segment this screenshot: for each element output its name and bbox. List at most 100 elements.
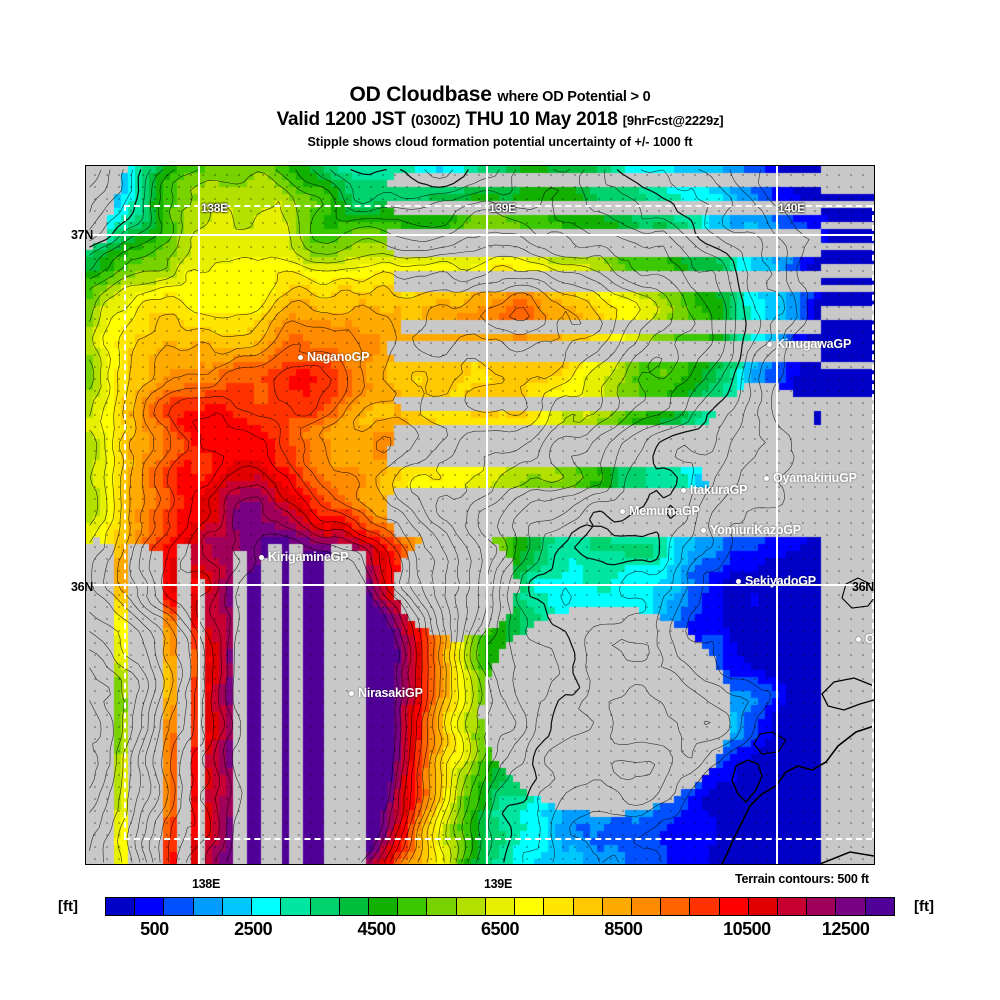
- station-label: NirasakiGP: [358, 686, 423, 700]
- colorbar-cell-6: [281, 898, 311, 915]
- colorbar-cell-22: [748, 898, 779, 915]
- uncertainty-stipple-layer: [86, 166, 874, 864]
- station-label: KinugawaGP: [776, 337, 852, 351]
- colorbar-cell-4: [222, 898, 253, 915]
- station-dot-icon: [620, 508, 625, 514]
- station-marker-OyamakiriuGP[interactable]: OyamakiriuGP: [764, 471, 857, 485]
- axis-label-bottom-138E-3: 138E: [192, 877, 220, 891]
- colorbar-cell-9: [368, 898, 399, 915]
- coastline-layer: [721, 577, 874, 864]
- colorbar-cell-10: [398, 898, 428, 915]
- valid-utc: (0300Z): [410, 113, 461, 129]
- colorbar-cell-23: [778, 898, 808, 915]
- graticule-parallel-1: [86, 584, 874, 586]
- station-dot-icon: [259, 554, 264, 560]
- station-marker-MemumaGP[interactable]: MemumaGP: [620, 504, 700, 518]
- valid-date: THU 10 May 2018: [465, 109, 618, 130]
- colorbar-cell-18: [631, 898, 662, 915]
- axis-label-left-36N-1: 36N: [71, 580, 94, 594]
- station-label: NaganoGP: [307, 350, 370, 364]
- colorbar-cell-15: [544, 898, 574, 915]
- station-marker-Ohtone[interactable]: Ohtone: [856, 632, 875, 646]
- graticule-layer: 138E 139E 140E: [86, 166, 874, 864]
- graticule-dash-top: [124, 205, 872, 207]
- colorbar-cell-14: [515, 898, 545, 915]
- title-block: OD Cloudbase where OD Potential > 0 Vali…: [0, 84, 1000, 150]
- graticule-dash-right: [872, 205, 874, 838]
- station-label: SekiyadoGP: [745, 574, 816, 588]
- station-dot-icon: [349, 690, 354, 696]
- axis-label-right-36N-2: 36N: [852, 580, 875, 594]
- valid-time: Valid 1200 JST: [276, 109, 406, 130]
- station-label: OyamakiriuGP: [773, 471, 857, 485]
- colorbar-cell-12: [456, 898, 486, 915]
- axis-label-left-37N-0: 37N: [71, 228, 94, 242]
- station-marker-ItakuraGP[interactable]: ItakuraGP: [681, 483, 747, 497]
- colorbar-cell-13: [485, 898, 516, 915]
- station-marker-KirigamineGP[interactable]: KirigamineGP: [259, 550, 348, 564]
- colorbar-cell-8: [339, 898, 369, 915]
- colorbar-scale[interactable]: [105, 897, 895, 916]
- station-dot-icon: [764, 475, 769, 481]
- graticule-dash-bottom: [124, 838, 872, 840]
- colorbar-tick-2500: 2500: [234, 919, 273, 939]
- title-main: OD Cloudbase: [349, 83, 492, 106]
- colorbar-unit-left: [ft]: [58, 898, 78, 915]
- graticule-meridian-0: [198, 166, 200, 864]
- station-label: FujigataGP: [388, 864, 452, 865]
- colorbar-cell-24: [807, 898, 837, 915]
- graticule-label-140E: 140E: [778, 201, 805, 215]
- colorbar-cell-20: [690, 898, 720, 915]
- title-main-suffix: where OD Potential > 0: [497, 89, 651, 105]
- colorbar-cell-7: [310, 898, 340, 915]
- station-label: Ohtone: [865, 632, 875, 646]
- station-marker-NaganoGP[interactable]: NaganoGP: [298, 350, 370, 364]
- station-label: KirigamineGP: [268, 550, 349, 564]
- colorbar-tick-500: 500: [140, 919, 169, 939]
- station-marker-FujigataGP[interactable]: FujigataGP: [379, 864, 452, 865]
- colorbar-cell-19: [661, 898, 691, 915]
- station-dot-icon: [767, 341, 772, 347]
- station-marker-SekiyadoGP[interactable]: SekiyadoGP: [736, 574, 816, 588]
- colorbar-cell-21: [719, 898, 749, 915]
- graticule-label-139E: 139E: [489, 201, 516, 215]
- colorbar-cell-2: [164, 898, 194, 915]
- colorbar-tick-8500: 8500: [604, 919, 643, 939]
- station-dot-icon: [856, 636, 861, 642]
- graticule-meridian-1: [486, 166, 488, 864]
- colorbar-cell-17: [602, 898, 632, 915]
- colorbar-tick-12500: 12500: [821, 919, 870, 939]
- colorbar-block: [ft] [ft] 500 2500 4500 6500 8500 10500 12500: [0, 897, 1000, 947]
- station-dot-icon: [701, 527, 706, 533]
- colorbar-cell-11: [427, 898, 457, 915]
- colorbar-cell-0: [106, 898, 136, 915]
- graticule-parallel-0: [86, 234, 874, 236]
- colorbar-tick-4500: 4500: [357, 919, 396, 939]
- station-dot-icon: [298, 354, 303, 360]
- graticule-dash-left: [124, 205, 126, 838]
- colorbar-unit-right: [ft]: [914, 898, 934, 915]
- station-marker-KinugawaGP[interactable]: KinugawaGP: [767, 337, 851, 351]
- title-subtitle: Stipple shows cloud formation potential …: [307, 135, 693, 149]
- graticule-label-138E: 138E: [201, 201, 228, 215]
- graticule-meridian-2: [776, 166, 778, 864]
- station-label: ItakuraGP: [690, 483, 748, 497]
- station-marker-YomiuriKazoGP[interactable]: YomiuriKazoGP: [701, 523, 801, 537]
- title-valid-line: Valid 1200 JST (0300Z) THU 10 May 2018 […: [0, 109, 1000, 132]
- colorbar-cell-1: [135, 898, 165, 915]
- title-main-line: OD Cloudbase where OD Potential > 0: [0, 84, 1000, 108]
- forecast-stamp: [9hrFcst@2229z]: [622, 113, 724, 128]
- station-label: YomiuriKazoGP: [710, 523, 801, 537]
- station-dot-icon: [681, 487, 686, 493]
- terrain-contour-note: Terrain contours: 500 ft: [735, 872, 869, 886]
- colorbar-cell-26: [865, 898, 894, 915]
- colorbar-cell-5: [252, 898, 282, 915]
- axis-label-bottom-139E-4: 139E: [484, 877, 512, 891]
- station-marker-NirasakiGP[interactable]: NirasakiGP: [349, 686, 423, 700]
- colorbar-cell-16: [573, 898, 603, 915]
- colorbar-cell-25: [836, 898, 866, 915]
- station-dot-icon: [736, 578, 741, 584]
- station-layer: NaganoGP KinugawaGP ItakuraGP OyamakiriuGP M…: [86, 166, 874, 864]
- colorbar-cell-3: [193, 898, 223, 915]
- forecast-map[interactable]: 138E 139E 140E NaganoGP KinugawaGP ItakuraGP…: [85, 165, 875, 865]
